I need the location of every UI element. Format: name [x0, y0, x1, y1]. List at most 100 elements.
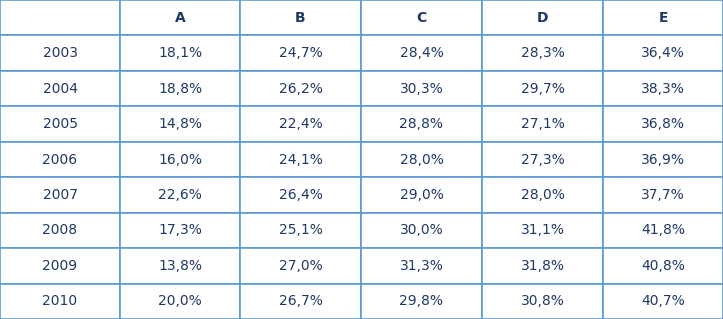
Text: 25,1%: 25,1%	[278, 223, 322, 237]
Text: B: B	[295, 11, 306, 25]
Text: 2009: 2009	[43, 259, 77, 273]
Bar	[482, 142, 603, 177]
Bar	[361, 284, 482, 319]
Bar	[240, 284, 361, 319]
Text: 31,8%: 31,8%	[521, 259, 565, 273]
Bar	[0, 0, 120, 35]
Text: 41,8%: 41,8%	[641, 223, 685, 237]
Bar	[482, 284, 603, 319]
Text: D: D	[536, 11, 548, 25]
Text: 26,2%: 26,2%	[278, 82, 322, 96]
Bar	[603, 106, 723, 142]
Text: E: E	[658, 11, 668, 25]
Bar	[0, 142, 120, 177]
Text: 28,0%: 28,0%	[521, 188, 565, 202]
Bar	[603, 284, 723, 319]
Text: A: A	[175, 11, 185, 25]
Bar	[120, 248, 240, 284]
Bar	[120, 71, 240, 106]
Text: 40,7%: 40,7%	[641, 294, 685, 308]
Text: 40,8%: 40,8%	[641, 259, 685, 273]
Text: 28,4%: 28,4%	[400, 46, 443, 60]
Bar	[361, 71, 482, 106]
Text: 29,0%: 29,0%	[400, 188, 443, 202]
Bar	[0, 213, 120, 248]
Text: 37,7%: 37,7%	[641, 188, 685, 202]
Text: 36,9%: 36,9%	[641, 152, 685, 167]
Bar	[240, 248, 361, 284]
Text: 28,0%: 28,0%	[400, 152, 443, 167]
Bar	[361, 142, 482, 177]
Bar	[482, 0, 603, 35]
Bar	[0, 106, 120, 142]
Text: 36,4%: 36,4%	[641, 46, 685, 60]
Text: 2010: 2010	[43, 294, 77, 308]
Bar	[603, 142, 723, 177]
Bar	[240, 0, 361, 35]
Bar	[482, 71, 603, 106]
Bar	[603, 35, 723, 71]
Bar	[0, 284, 120, 319]
Bar	[240, 213, 361, 248]
Bar	[0, 35, 120, 71]
Bar	[603, 71, 723, 106]
Text: 30,3%: 30,3%	[400, 82, 443, 96]
Bar	[240, 177, 361, 213]
Bar	[120, 177, 240, 213]
Text: 27,1%: 27,1%	[521, 117, 565, 131]
Bar	[120, 0, 240, 35]
Text: 31,1%: 31,1%	[521, 223, 565, 237]
Text: 29,7%: 29,7%	[521, 82, 565, 96]
Bar	[0, 177, 120, 213]
Bar	[120, 35, 240, 71]
Bar	[120, 106, 240, 142]
Text: 26,4%: 26,4%	[278, 188, 322, 202]
Text: 22,6%: 22,6%	[158, 188, 202, 202]
Text: 18,1%: 18,1%	[158, 46, 202, 60]
Bar	[240, 142, 361, 177]
Text: 17,3%: 17,3%	[158, 223, 202, 237]
Text: 36,8%: 36,8%	[641, 117, 685, 131]
Bar	[482, 177, 603, 213]
Bar	[361, 177, 482, 213]
Bar	[361, 248, 482, 284]
Bar	[361, 0, 482, 35]
Bar	[240, 71, 361, 106]
Text: 24,1%: 24,1%	[278, 152, 322, 167]
Text: 30,0%: 30,0%	[400, 223, 443, 237]
Bar	[361, 106, 482, 142]
Text: 13,8%: 13,8%	[158, 259, 202, 273]
Bar	[361, 35, 482, 71]
Bar	[482, 106, 603, 142]
Text: 26,7%: 26,7%	[278, 294, 322, 308]
Text: 20,0%: 20,0%	[158, 294, 202, 308]
Text: 24,7%: 24,7%	[278, 46, 322, 60]
Bar	[603, 213, 723, 248]
Bar	[240, 35, 361, 71]
Text: 28,3%: 28,3%	[521, 46, 565, 60]
Bar	[603, 0, 723, 35]
Bar	[603, 248, 723, 284]
Text: 29,8%: 29,8%	[400, 294, 443, 308]
Text: 27,3%: 27,3%	[521, 152, 565, 167]
Bar	[482, 213, 603, 248]
Text: 2006: 2006	[43, 152, 77, 167]
Bar	[603, 177, 723, 213]
Bar	[361, 213, 482, 248]
Text: 2003: 2003	[43, 46, 77, 60]
Text: 2007: 2007	[43, 188, 77, 202]
Bar	[0, 71, 120, 106]
Text: 31,3%: 31,3%	[400, 259, 443, 273]
Text: 22,4%: 22,4%	[278, 117, 322, 131]
Bar	[120, 213, 240, 248]
Bar	[0, 248, 120, 284]
Text: 2004: 2004	[43, 82, 77, 96]
Text: 16,0%: 16,0%	[158, 152, 202, 167]
Text: C: C	[416, 11, 427, 25]
Bar	[482, 35, 603, 71]
Text: 2005: 2005	[43, 117, 77, 131]
Text: 30,8%: 30,8%	[521, 294, 565, 308]
Text: 28,8%: 28,8%	[400, 117, 443, 131]
Bar	[120, 284, 240, 319]
Bar	[120, 142, 240, 177]
